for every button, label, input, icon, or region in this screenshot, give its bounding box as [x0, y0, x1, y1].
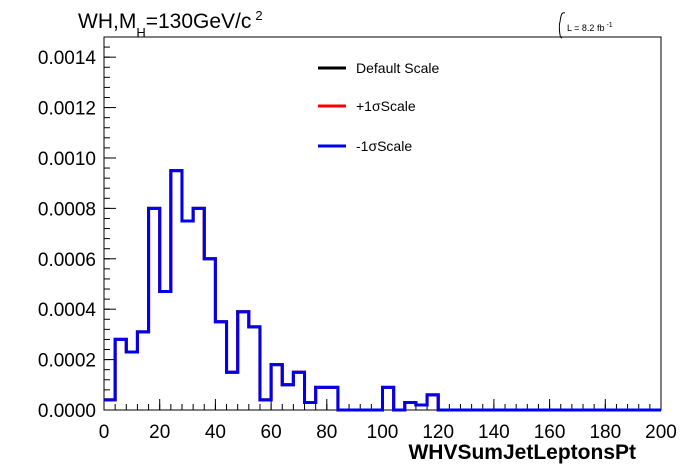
integral-icon — [558, 12, 566, 39]
chart-title: WH,MH=130GeV/c 2 — [78, 8, 263, 40]
x-tick-label: 20 — [149, 422, 170, 443]
series-layer — [104, 169, 661, 412]
x-tick-label: 60 — [261, 422, 282, 443]
y-tick-label: 0.0012 — [38, 99, 96, 120]
series-line-0 — [104, 169, 661, 412]
x-tick-label: 0 — [99, 422, 110, 443]
legend-label: +1σScale — [356, 98, 416, 114]
legend: Default Scale +1σScale -1σScale — [318, 60, 439, 154]
y-tick-label: 0.0002 — [38, 351, 96, 372]
legend-label: Default Scale — [356, 60, 439, 76]
series-line-2 — [104, 169, 661, 412]
y-tick-label: 0.0010 — [38, 149, 96, 170]
x-axis: 0 20 40 60 80 100 120 140 160 180 200 — [99, 399, 677, 443]
x-tick-label: 120 — [422, 422, 454, 443]
x-tick-label: 200 — [645, 422, 677, 443]
svg-text:L = 8.2 fb-1: L = 8.2 fb -1 — [567, 22, 613, 33]
y-axis: 0.0000 0.0002 0.0004 0.0006 0.0008 0.0010 0.00… — [38, 37, 116, 422]
legend-label: -1σScale — [356, 138, 412, 154]
x-tick-label: 40 — [205, 422, 226, 443]
plot-frame — [103, 36, 662, 411]
y-tick-label: 0.0008 — [38, 199, 96, 220]
x-tick-label: 100 — [367, 422, 399, 443]
x-tick-label: 160 — [534, 422, 566, 443]
series-line-1 — [104, 169, 661, 412]
y-tick-label: 0.0014 — [38, 48, 97, 69]
y-tick-label: 0.0004 — [38, 300, 97, 321]
x-tick-label: 80 — [316, 422, 337, 443]
x-axis-label: WHVSumJetLeptonsPt — [408, 441, 636, 464]
luminosity-label: L = 8.2 fb -1 — [558, 12, 613, 39]
x-tick-label: 140 — [478, 422, 510, 443]
y-tick-label: 0.0000 — [38, 401, 96, 422]
x-tick-label: 180 — [589, 422, 621, 443]
y-tick-label: 0.0006 — [38, 250, 96, 271]
